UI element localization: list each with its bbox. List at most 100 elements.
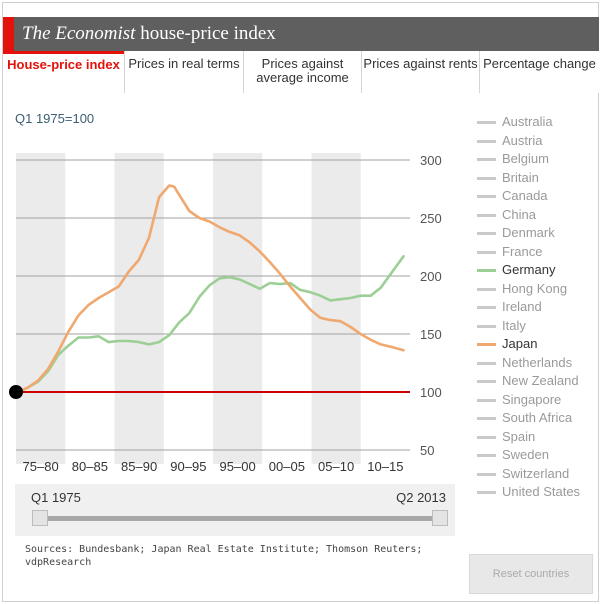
y-tick-label: 300 [420,153,442,168]
x-tick-label: 75–80 [23,459,59,473]
legend-label: Germany [502,262,556,277]
legend-swatch [477,435,496,439]
legend-item[interactable]: Italy [477,317,595,335]
legend-swatch [477,417,496,420]
x-bands [16,153,361,464]
legend-item[interactable]: Netherlands [477,354,595,372]
legend-item[interactable]: Australia [477,113,595,131]
legend-label: China [502,206,536,222]
legend-label: South Africa [502,410,573,425]
legend-swatch [477,121,496,124]
title-brand: The Economist [22,23,136,44]
x-band-shade [213,153,263,464]
legend-item[interactable]: Britain [477,169,595,187]
x-tick-label: 05–10 [318,459,354,473]
y-tick-label: 50 [420,443,434,458]
legend-label: Canada [502,188,548,203]
y-tick-label: 150 [420,327,442,342]
legend-label: Belgium [502,151,549,166]
legend-item[interactable]: Japan [477,335,595,353]
series-line [16,184,405,394]
legend-label: Austria [502,132,543,148]
legend-item[interactable]: Germany [477,261,595,279]
x-band-shade [16,153,66,464]
y-tick-label: 200 [420,269,442,284]
series-line [16,255,405,394]
legend-label: Singapore [502,391,562,407]
legend-swatch [477,472,496,476]
legend-label: Ireland [502,299,542,314]
legend-label: Netherlands [502,354,573,370]
date-range-slider: Q1 1975 Q2 2013 [15,484,455,536]
legend-swatch [477,306,496,309]
title-bar: The Economist house-price index [3,17,599,51]
legend-label: Switzerland [502,465,570,481]
legend-item[interactable]: United States [477,483,595,501]
x-tick-label: 90–95 [170,459,206,473]
legend-swatch [477,398,496,402]
baseline-marker [9,385,23,399]
legend-label: France [502,243,543,259]
legend-label: New Zealand [502,373,579,388]
y-tick-label: 250 [420,211,442,226]
legend-swatch [477,158,496,161]
brand-red-mark [3,17,14,51]
legend-item[interactable]: China [477,206,595,224]
legend-swatch [477,176,496,180]
legend-swatch [477,324,496,328]
legend-item[interactable]: France [477,243,595,261]
legend-swatch [477,454,496,457]
legend-label: Sweden [502,447,549,462]
tab-prices-against-rents[interactable]: Prices against rents [361,51,479,93]
legend-item[interactable]: New Zealand [477,372,595,390]
legend-item[interactable]: Ireland [477,298,595,316]
legend-swatch [477,380,496,383]
slider-start-handle[interactable] [32,510,48,526]
tab-house-price-index[interactable]: House-price index [3,51,124,94]
legend-swatch [477,232,496,235]
x-tick-labels: 75–80 80–85 85–90 90–95 95–00 00–05 05–10 10–15 [23,459,404,473]
title-text: house-price index [135,23,276,44]
x-tick-label: 80–85 [72,459,108,473]
legend-swatch [477,491,496,494]
legend-swatch [477,195,496,198]
chart-title: The Economist house-price index [22,23,276,45]
baseline [9,385,410,399]
legend-item[interactable]: Hong Kong [477,280,595,298]
legend-swatch [477,361,496,365]
legend-swatch [477,287,496,291]
legend-item[interactable]: Singapore [477,391,595,409]
legend-label: Australia [502,114,553,129]
tab-percentage-change[interactable]: Percentage change [479,51,599,93]
slider-track[interactable] [45,516,439,521]
legend-label: United States [502,484,581,499]
legend-item[interactable]: Switzerland [477,465,595,483]
legend-label: Denmark [502,225,555,240]
tab-bar: House-price index Prices in real terms P… [3,51,599,94]
reset-countries-button[interactable]: Reset countries [469,554,593,594]
y-tick-label: 100 [420,385,442,400]
sources-note: Sources: Bundesbank; Japan Real Estate I… [25,544,423,568]
legend-item[interactable]: Canada [477,187,595,205]
legend-label: Hong Kong [502,280,568,296]
x-tick-label: 95–00 [220,459,256,473]
legend-item[interactable]: Austria [477,132,595,150]
tab-prices-against-income[interactable]: Prices against average income [243,51,361,93]
chart-plot: 300 250 200 150 100 50 75–80 80–85 85–90 90–95 95… [9,153,442,473]
legend-item[interactable]: Belgium [477,150,595,168]
legend-item[interactable]: South Africa [477,409,595,427]
legend-label: Italy [502,317,526,333]
legend-item[interactable]: Denmark [477,224,595,242]
legend-label: Spain [502,428,536,444]
slider-start-label: Q1 1975 [31,490,81,505]
slider-end-handle[interactable] [432,510,448,526]
legend-swatch [477,343,496,346]
x-band-shade [114,153,164,464]
legend-swatch [477,250,496,254]
legend-label: Japan [502,336,538,351]
legend-item[interactable]: Sweden [477,446,595,464]
x-tick-label: 10–15 [367,459,403,473]
series-lines [16,184,405,394]
tab-prices-real-terms[interactable]: Prices in real terms [124,51,243,93]
legend-item[interactable]: Spain [477,428,595,446]
